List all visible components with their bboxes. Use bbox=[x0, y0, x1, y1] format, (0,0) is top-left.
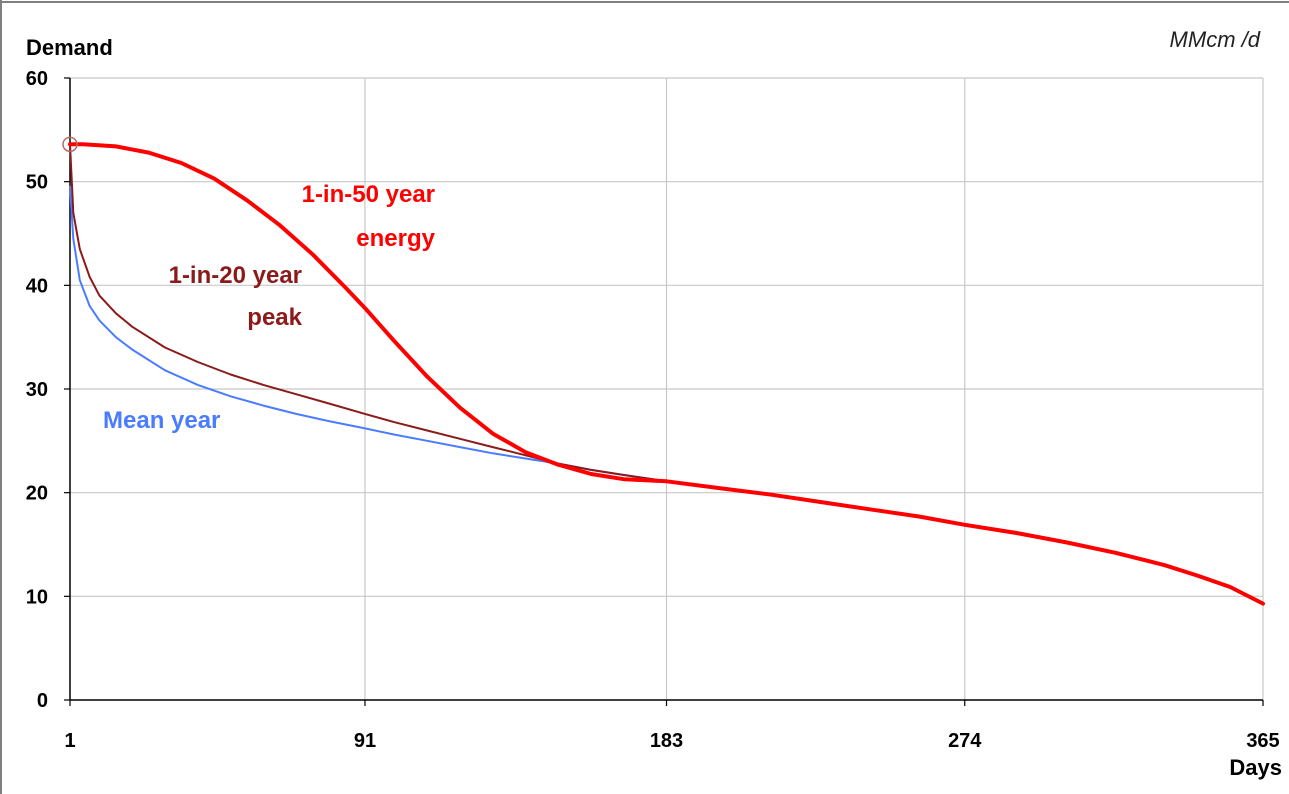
y-tick-label: 10 bbox=[26, 586, 48, 608]
series-label: 1-in-50 year bbox=[302, 181, 435, 208]
series-line-1-in-50-year-energy bbox=[68, 142, 1265, 606]
y-tick-label: 20 bbox=[26, 483, 48, 505]
peak-circle-marker bbox=[62, 136, 78, 153]
axes-layer: 0 10 20 30 40 50 60 1 91 183 274 365 bbox=[26, 68, 1280, 752]
grid-layer bbox=[70, 77, 1264, 700]
x-axis-title: Days bbox=[1229, 755, 1282, 780]
x-tick-label: 91 bbox=[354, 730, 376, 752]
y-tick-label: 30 bbox=[26, 379, 48, 401]
labels-layer: 1-in-50 year energy 1-in-20 year peak Mean y… bbox=[103, 181, 436, 434]
y-tick-label: 40 bbox=[26, 275, 48, 297]
series-label: 1-in-20 year bbox=[169, 262, 302, 289]
y-tick-label: 50 bbox=[26, 172, 48, 194]
y-tick-label: 60 bbox=[26, 68, 48, 90]
unit-label: MMcm /d bbox=[1170, 27, 1261, 52]
series-label: Mean year bbox=[103, 407, 220, 434]
x-tick-label: 274 bbox=[948, 730, 982, 752]
series-label: peak bbox=[247, 304, 302, 331]
x-tick-label: 183 bbox=[650, 730, 683, 752]
x-tick-label: 1 bbox=[64, 730, 75, 752]
y-tick-label: 0 bbox=[37, 690, 48, 712]
y-axis-title: Demand bbox=[26, 35, 113, 60]
x-tick-label: 365 bbox=[1246, 730, 1279, 752]
series-layer bbox=[62, 136, 1265, 606]
series-label: energy bbox=[356, 225, 435, 252]
series-line-mean-year bbox=[69, 185, 668, 483]
